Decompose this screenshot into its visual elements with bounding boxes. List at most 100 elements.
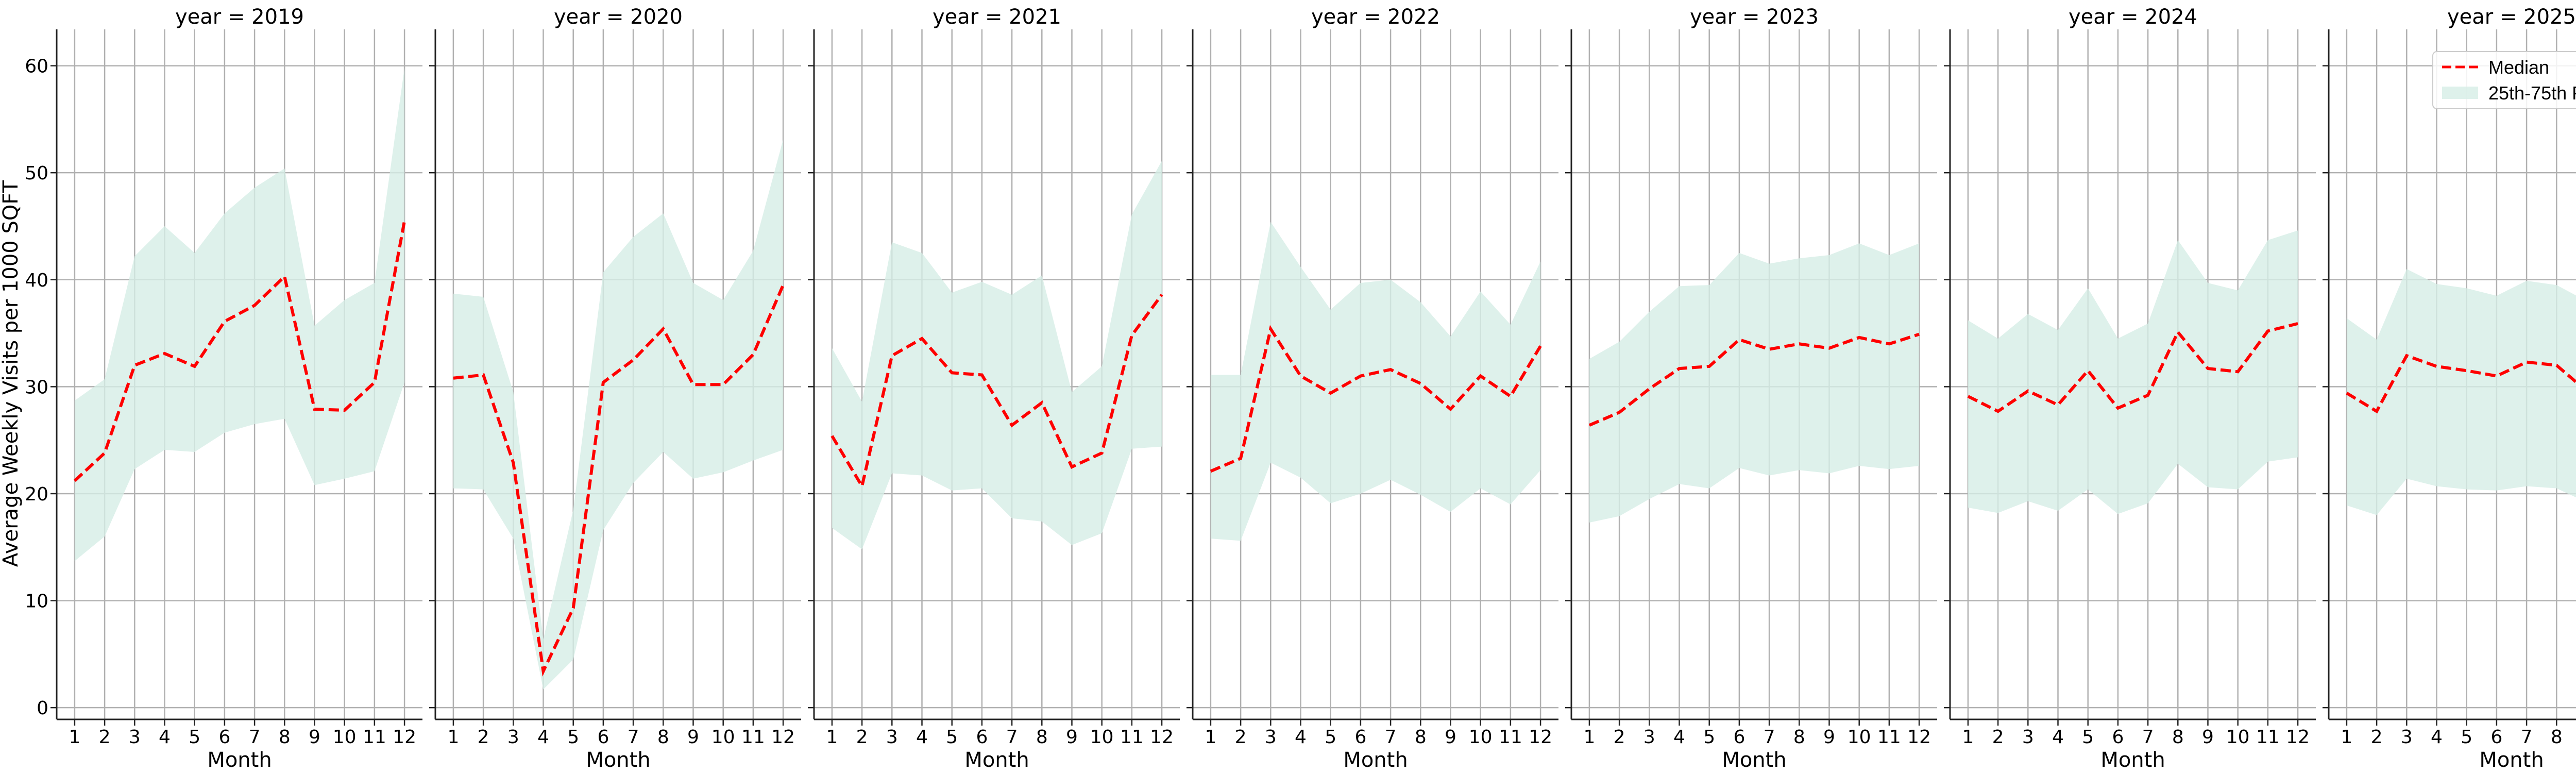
x-tick-label: 4	[1673, 727, 1685, 748]
x-tick-label: 2	[478, 727, 489, 748]
x-tick-label: 3	[1265, 727, 1277, 748]
x-tick-label: 8	[2551, 727, 2563, 748]
percentile-band	[74, 68, 405, 561]
panel-title: year = 2020	[554, 5, 683, 29]
x-tick-label: 10	[1848, 727, 1871, 748]
x-tick-label: 1	[69, 727, 80, 748]
x-tick-label: 8	[657, 727, 669, 748]
x-tick-label: 1	[1583, 727, 1595, 748]
x-tick-label: 5	[2082, 727, 2094, 748]
percentile-band	[1589, 243, 1920, 523]
percentile-band	[453, 139, 784, 690]
x-tick-label: 11	[2256, 727, 2280, 748]
x-axis-label: Month	[964, 748, 1029, 772]
x-axis-label: Month	[207, 748, 272, 772]
x-tick-label: 7	[1006, 727, 1018, 748]
x-tick-label: 5	[946, 727, 958, 748]
x-tick-label: 6	[2490, 727, 2502, 748]
legend-band-label: 25th-75th Percentile	[2488, 82, 2576, 104]
x-tick-label: 12	[1907, 727, 1931, 748]
x-tick-label: 9	[1823, 727, 1835, 748]
x-tick-label: 6	[218, 727, 230, 748]
x-tick-label: 7	[1764, 727, 1775, 748]
x-tick-label: 7	[2142, 727, 2154, 748]
legend-median-label: Median	[2488, 57, 2549, 78]
legend-band-swatch	[2442, 87, 2478, 99]
x-tick-label: 5	[1703, 727, 1715, 748]
x-tick-label: 2	[1992, 727, 2004, 748]
median-line	[1588, 332, 1920, 427]
x-axis-label: Month	[1343, 748, 1408, 772]
x-tick-label: 11	[1120, 727, 1144, 748]
x-tick-label: 9	[1445, 727, 1456, 748]
y-tick-label: 50	[25, 163, 48, 184]
x-tick-label: 6	[2112, 727, 2124, 748]
percentile-band	[1968, 230, 2298, 514]
panel-title: year = 2021	[933, 5, 1061, 29]
x-tick-label: 3	[2401, 727, 2413, 748]
x-tick-label: 2	[856, 727, 868, 748]
x-tick-label: 10	[333, 727, 357, 748]
x-axis-label: Month	[2479, 748, 2544, 772]
x-tick-label: 3	[886, 727, 898, 748]
legend: Median 25th-75th Percentile	[2432, 51, 2576, 109]
x-tick-label: 11	[363, 727, 386, 748]
x-tick-label: 3	[129, 727, 141, 748]
x-tick-label: 7	[2521, 727, 2533, 748]
x-tick-label: 3	[507, 727, 519, 748]
x-tick-label: 4	[916, 727, 928, 748]
percentile-band	[832, 161, 1162, 549]
percentile-band	[1210, 222, 1541, 541]
x-tick-label: 10	[1469, 727, 1493, 748]
panel-title: year = 2022	[1311, 5, 1440, 29]
x-tick-label: 6	[597, 727, 609, 748]
x-tick-label: 11	[741, 727, 765, 748]
x-tick-label: 1	[1205, 727, 1216, 748]
y-tick-label: 10	[25, 591, 48, 612]
x-axis-label: Month	[2100, 748, 2165, 772]
x-tick-label: 12	[1529, 727, 1552, 748]
x-tick-label: 2	[1235, 727, 1247, 748]
panel-title: year = 2023	[1690, 5, 1819, 29]
x-tick-label: 1	[447, 727, 459, 748]
x-tick-label: 2	[1614, 727, 1625, 748]
x-tick-label: 6	[1354, 727, 1366, 748]
y-tick-label: 60	[25, 56, 48, 77]
median-line	[73, 221, 406, 482]
x-tick-label: 1	[2341, 727, 2352, 748]
x-tick-label: 7	[1385, 727, 1397, 748]
x-tick-label: 8	[279, 727, 291, 748]
x-tick-label: 8	[1415, 727, 1427, 748]
y-axis-label: Average Weekly Visits per 1000 SQFT	[0, 180, 23, 567]
x-tick-label: 11	[1877, 727, 1901, 748]
y-tick-label: 20	[25, 484, 48, 505]
median-line	[453, 284, 785, 677]
x-tick-label: 4	[2052, 727, 2064, 748]
y-tick-label: 30	[25, 377, 48, 398]
x-tick-label: 4	[2431, 727, 2443, 748]
x-axis-label: Month	[586, 748, 650, 772]
x-tick-label: 5	[2461, 727, 2472, 748]
x-tick-label: 9	[1066, 727, 1078, 748]
x-tick-label: 5	[1325, 727, 1336, 748]
x-tick-label: 5	[567, 727, 579, 748]
x-tick-label: 8	[2172, 727, 2184, 748]
panel-title: year = 2024	[2069, 5, 2197, 29]
x-tick-label: 4	[537, 727, 549, 748]
x-tick-label: 4	[159, 727, 171, 748]
x-tick-label: 8	[1793, 727, 1805, 748]
y-tick-label: 40	[25, 270, 48, 291]
x-tick-label: 9	[687, 727, 699, 748]
x-tick-label: 2	[99, 727, 111, 748]
x-tick-label: 12	[2286, 727, 2310, 748]
x-tick-label: 10	[1090, 727, 1114, 748]
x-tick-label: 6	[976, 727, 988, 748]
x-tick-label: 4	[1295, 727, 1307, 748]
median-line	[1210, 325, 1542, 473]
